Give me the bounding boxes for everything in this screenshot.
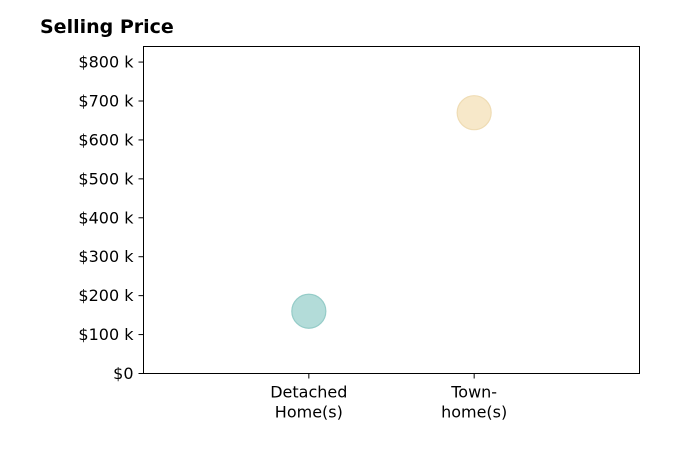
x-axis: Detached Home(s) Town-home(s) xyxy=(270,373,507,422)
y-tick-label: $800 k xyxy=(78,53,134,72)
chart-title: Selling Price xyxy=(40,16,174,38)
data-point xyxy=(456,95,492,131)
x-tick-label-line: Town- xyxy=(450,383,497,402)
y-tick-label: $100 k xyxy=(78,325,134,344)
y-tick-label: $300 k xyxy=(78,247,134,266)
plot-area-frame xyxy=(143,46,640,374)
y-tick-label: $700 k xyxy=(78,92,134,111)
y-tick-label: $400 k xyxy=(78,208,134,227)
y-axis: $0 $100 k $200 k $300 k $400 k $500 k $600 k $7… xyxy=(78,53,144,383)
data-points xyxy=(291,95,492,329)
x-tick-label: Town-home(s) xyxy=(441,383,507,422)
y-tick-label: $0 xyxy=(113,364,133,383)
x-tick-label-line: Home(s) xyxy=(275,403,343,422)
x-tick-label-line: Detached xyxy=(270,383,347,402)
data-point xyxy=(291,293,327,329)
x-tick-label-line: home(s) xyxy=(441,403,507,422)
x-tick-label: Detached Home(s) xyxy=(270,383,347,422)
y-tick-label: $200 k xyxy=(78,286,134,305)
y-tick-label: $600 k xyxy=(78,130,134,149)
y-tick-label: $500 k xyxy=(78,169,134,188)
